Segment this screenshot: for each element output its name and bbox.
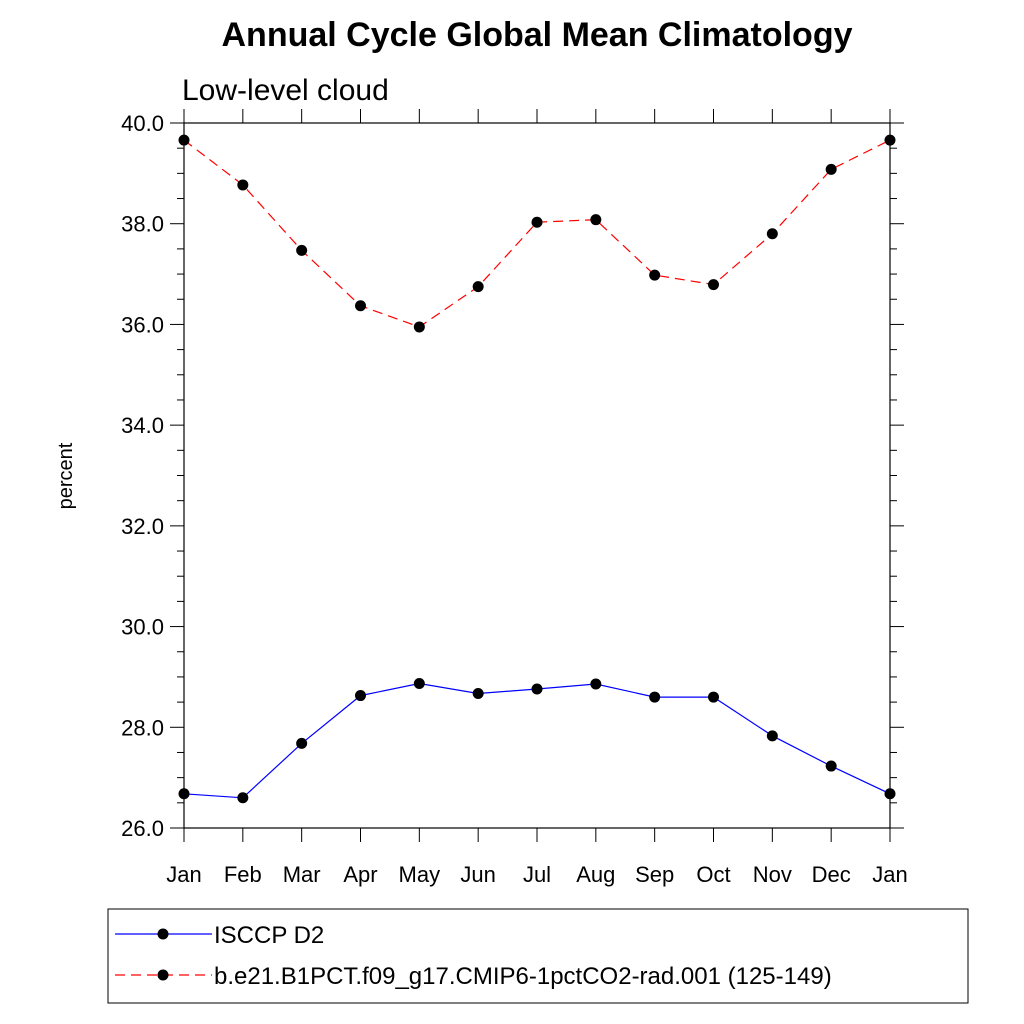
series-2-point xyxy=(355,300,366,312)
series-2-point xyxy=(296,244,308,256)
series-layer xyxy=(178,134,896,804)
series-line-2 xyxy=(183,139,891,328)
series-1-point xyxy=(825,760,837,772)
x-tick-label: Sep xyxy=(635,862,674,887)
series-1-point xyxy=(531,683,543,695)
series-2-point xyxy=(178,134,190,146)
y-tick-labels: 26.0 28.0 30.0 32.0 34.0 36.0 38.0 40.0 xyxy=(121,111,164,841)
series-2-point xyxy=(531,216,543,228)
series-2-point xyxy=(237,179,249,191)
series-2-point xyxy=(649,269,661,281)
series-2-point xyxy=(472,281,484,293)
legend-label-isccp: ISCCP D2 xyxy=(214,922,324,949)
x-tick-label: Oct xyxy=(696,862,730,887)
x-tick-labels: Jan Feb Mar Apr May Jun Jul Aug Sep Oct Nov Dec Jan xyxy=(166,862,907,887)
y-tick-label: 26.0 xyxy=(121,816,164,841)
series-1-point xyxy=(472,688,484,700)
legend-marker-model xyxy=(157,969,169,981)
chart-title: Annual Cycle Global Mean Climatology xyxy=(222,16,853,54)
x-tick-label: Jan xyxy=(872,862,907,887)
series-2-point xyxy=(825,163,837,175)
series-2-point xyxy=(884,134,896,146)
series-1-point xyxy=(766,730,778,742)
x-tick-label: Jan xyxy=(166,862,201,887)
y-tick-label: 40.0 xyxy=(121,111,164,136)
series-2-point xyxy=(708,279,719,291)
chart-subtitle: Low-level cloud xyxy=(182,74,389,107)
series-1-point xyxy=(590,678,602,690)
x-tick-label: Mar xyxy=(283,862,321,887)
series-1-point xyxy=(708,691,719,703)
y-tick-label: 30.0 xyxy=(121,615,164,640)
series-2-point xyxy=(413,321,425,333)
series-2-point xyxy=(766,228,778,240)
y-tick-label: 38.0 xyxy=(121,212,164,237)
series-1-point xyxy=(413,677,425,689)
legend-box xyxy=(107,908,969,1004)
x-tick-label: Feb xyxy=(224,862,262,887)
x-tick-label: Jun xyxy=(460,862,495,887)
y-tick-label: 36.0 xyxy=(121,312,164,337)
series-1-point xyxy=(178,788,190,800)
series-1-point xyxy=(884,788,896,800)
legend-entry-1: ISCCP D2 xyxy=(115,922,324,949)
plot-frame xyxy=(183,122,891,829)
x-tick-label: Nov xyxy=(753,862,792,887)
x-tick-label: Dec xyxy=(812,862,851,887)
y-tick-label: 34.0 xyxy=(121,413,164,438)
x-tick-label: May xyxy=(399,862,441,887)
series-1-point xyxy=(237,792,249,804)
y-tick-label: 28.0 xyxy=(121,715,164,740)
x-tick-label: Jul xyxy=(523,862,551,887)
x-tick-label: Apr xyxy=(343,862,377,887)
series-1-point xyxy=(649,691,661,703)
y-tick-label: 32.0 xyxy=(121,514,164,539)
series-line-1 xyxy=(183,682,891,799)
series-2-point xyxy=(590,214,602,226)
series-1-point xyxy=(355,690,366,702)
axis-ticks xyxy=(170,109,904,842)
legend-label-model: b.e21.B1PCT.f09_g17.CMIP6-1pctCO2-rad.00… xyxy=(214,963,832,990)
legend-marker-isccp xyxy=(157,928,169,940)
legend-entry-2: b.e21.B1PCT.f09_g17.CMIP6-1pctCO2-rad.00… xyxy=(115,963,832,990)
x-tick-label: Aug xyxy=(576,862,615,887)
series-1-point xyxy=(296,737,308,749)
y-axis-label: percent xyxy=(55,442,77,509)
